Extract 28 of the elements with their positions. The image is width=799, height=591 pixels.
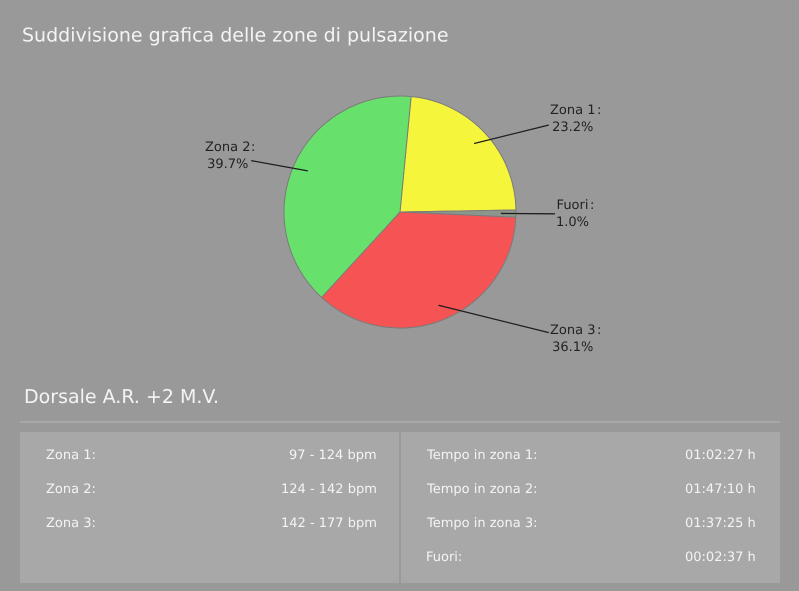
text: Tempo in zona 2: [426,482,538,497]
slice-label: Zona 2 [205,140,250,155]
text: 01:02:27 h [685,448,756,463]
data-label: 1.0% [556,214,590,230]
text: 142 - 177 bpm [281,516,377,531]
text: Tempo in zona 1: [426,448,538,463]
slice-label: Zona 3 [550,323,596,338]
text: Zona 3: [46,516,96,531]
data-label: 23.2% [552,120,594,135]
data-label: 39.7% [207,156,248,172]
text: 124 - 142 bpm [281,482,377,497]
data-label: 36.1% [552,340,594,355]
text: Zona 1: [46,448,96,463]
text: 01:37:25 h [685,516,756,531]
text: 00:02:37 h [685,550,756,565]
text: Zona 2: [46,482,96,497]
text: Tempo in zona 3: [426,516,538,531]
text: : [597,103,602,118]
slice-label: Fuori [556,198,588,213]
text: Dorsale A.R. +2 M.V. [24,386,219,408]
text: Fuori: [426,550,462,565]
text: 97 - 124 bpm [289,448,377,463]
text: : [590,198,594,213]
text: : [251,140,256,155]
chart-title: Suddivisione grafica delle zone di pulsazione [22,24,449,47]
text: 01:47:10 h [685,482,756,497]
slice-label: Zona 1 [550,103,596,118]
text: : [597,323,602,338]
